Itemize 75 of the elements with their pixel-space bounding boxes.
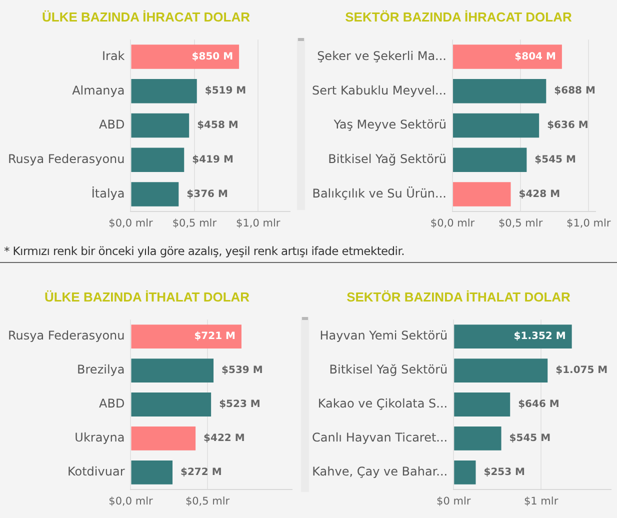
annotation: $636 M xyxy=(547,120,588,132)
bar xyxy=(452,182,511,206)
bar xyxy=(131,79,197,104)
bar xyxy=(454,426,502,450)
y-tick-label: Canlı Hayvan Ticaret... xyxy=(312,430,448,445)
annotation: $545 M xyxy=(509,433,551,444)
x-tick-label: $1,0 mlr xyxy=(566,217,612,230)
chart-title: SEKTÖR BAZINDA İTHALAT DOLAR xyxy=(346,289,572,304)
y-tick-label: Şeker ve Şekerli Ma... xyxy=(317,48,446,63)
annotation: $1.075 M xyxy=(556,365,608,376)
bar xyxy=(452,44,562,69)
x-tick-label: $1 mlr xyxy=(524,495,559,508)
y-tick-label: ABD xyxy=(99,396,125,411)
y-tick-label: Kahve, Çay ve Bahar... xyxy=(312,464,448,479)
annotation: $519 M xyxy=(204,86,246,97)
annotation: $646 M xyxy=(518,399,560,410)
y-tick-label: Almanya xyxy=(72,83,125,98)
chart-title: ÜLKE BAZINDA İTHALAT DOLAR xyxy=(44,289,250,304)
x-tick-label: $0 mlr xyxy=(436,495,472,508)
annotation: $545 M xyxy=(534,154,576,166)
x-tick-label: $1,0 mlr xyxy=(236,217,281,230)
x-tick-label: $0,0 mlr xyxy=(108,217,154,230)
y-tick-label: Irak xyxy=(102,48,125,63)
y-tick-label: Kotdivuar xyxy=(67,464,125,479)
x-tick-label: $0,5 mlr xyxy=(498,217,544,230)
bar xyxy=(131,460,173,484)
annotation: $422 M xyxy=(204,433,245,444)
x-tick-label: $0,5 mlr xyxy=(185,495,230,508)
bar xyxy=(452,79,546,104)
y-tick-label: Rusya Federasyonu xyxy=(8,152,125,166)
y-tick-label: İtalya xyxy=(91,186,125,200)
y-tick-label: Brezilya xyxy=(77,362,125,377)
annotation: $1.352 M xyxy=(514,331,566,342)
bar xyxy=(454,324,572,349)
y-tick-label: Yaş Meyve Sektörü xyxy=(332,118,446,132)
bar xyxy=(131,44,240,69)
annotation: $804 M xyxy=(514,51,556,62)
chart-title: SEKTÖR BAZINDA İHRACAT DOLAR xyxy=(345,9,572,24)
annotation: $721 M xyxy=(194,331,236,342)
bar xyxy=(131,113,190,138)
bar xyxy=(131,358,214,383)
bar xyxy=(452,148,527,172)
annotation: $458 M xyxy=(197,120,238,132)
y-tick-label: Kakao ve Çikolata S... xyxy=(318,396,448,411)
annotation: $523 M xyxy=(219,399,260,410)
chart-title: ÜLKE BAZINDA İHRACAT DOLAR xyxy=(42,9,251,24)
y-tick-label: Hayvan Yemi Sektörü xyxy=(320,328,448,343)
annotation: $272 M xyxy=(180,467,222,478)
y-tick-label: Bitkisel Yağ Sektörü xyxy=(329,362,448,377)
y-tick-label: Bitkisel Yağ Sektörü xyxy=(328,152,446,166)
y-tick-label: Rusya Federasyonu xyxy=(8,328,125,343)
bar xyxy=(131,148,184,172)
bar xyxy=(454,460,476,484)
annotation: $253 M xyxy=(484,467,526,478)
bar xyxy=(454,358,548,383)
annotation: $850 M xyxy=(192,51,234,62)
bar xyxy=(452,113,540,138)
bar xyxy=(131,182,179,206)
annotation: $419 M xyxy=(192,154,234,166)
y-tick-label: Balıkçılık ve Su Ürün... xyxy=(312,186,446,200)
bar xyxy=(131,392,212,416)
x-tick-label: $0,0 mlr xyxy=(430,217,476,230)
annotation: $376 M xyxy=(186,188,228,200)
y-tick-label: Ukrayna xyxy=(74,430,125,445)
annotation: $428 M xyxy=(518,188,560,200)
annotation: $688 M xyxy=(554,86,596,97)
y-tick-label: Sert Kabuklu Meyvel... xyxy=(312,83,446,98)
annotation: $539 M xyxy=(222,365,263,376)
x-tick-label: $0,0 mlr xyxy=(108,495,154,508)
bar xyxy=(131,426,196,450)
bar xyxy=(131,324,242,349)
bar xyxy=(454,392,510,416)
y-tick-label: ABD xyxy=(99,118,125,132)
x-tick-label: $0,5 mlr xyxy=(172,217,218,230)
text: * Kırmızı renk bir önceki yıla göre azalış, yeşil renk artışı ifade etmektedir. xyxy=(4,244,404,258)
